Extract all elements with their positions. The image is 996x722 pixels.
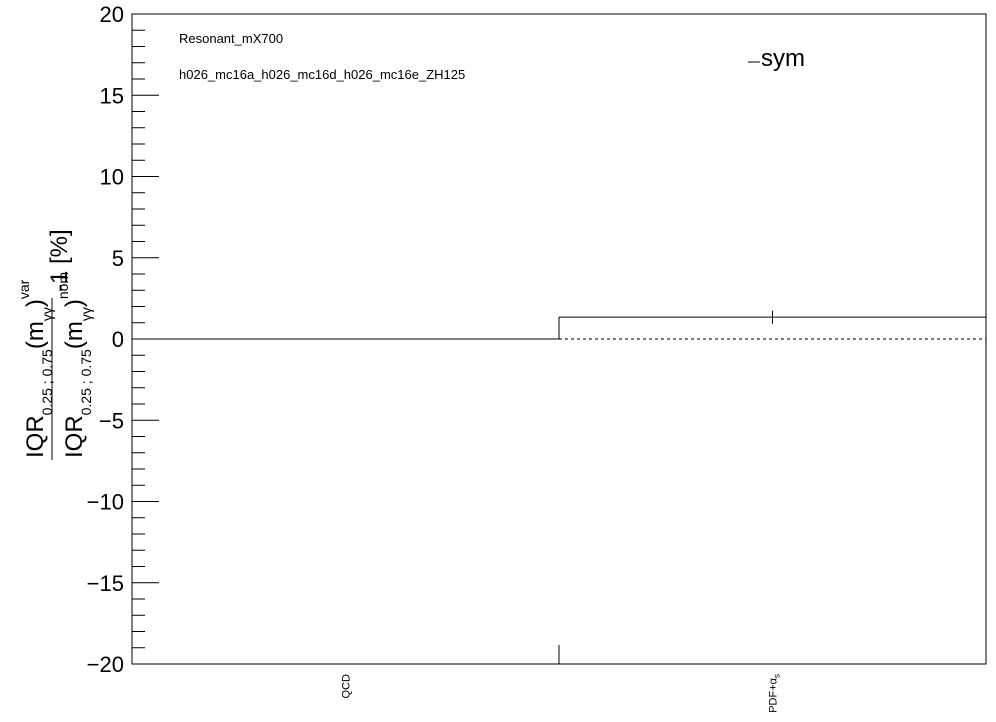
y-tick-label: −5 [99,408,124,433]
y-tick-label: 10 [100,165,124,190]
data-series [132,310,986,664]
y-tick-label: 0 [112,327,124,352]
annotation-sample: h026_mc16a_h026_mc16d_h026_mc16e_ZH125 [179,67,465,82]
legend-label: sym [761,45,805,72]
legend: sym [748,45,805,72]
y-tick-label: −15 [87,571,124,596]
y-title-numerator: IQR0.25 ; 0.75(mγγ)var [16,279,55,458]
y-tick-label: 15 [100,83,124,108]
x-axis: QCD PDF+αs [341,674,782,713]
y-tick-label: 20 [100,2,124,27]
y-title-denominator: IQR0.25 ; 0.75(mγγ)nom [55,272,94,458]
y-axis-title: IQR0.25 ; 0.75(mγγ)var IQR0.25 ; 0.75(mγ… [16,229,94,460]
annotation-region: Resonant_mX700 [179,31,283,46]
y-axis: −20 −15 −10 −5 0 5 10 15 20 [87,2,159,677]
y-tick-label: −20 [87,652,124,677]
y-tick-label: 5 [112,246,124,271]
y-tick-label: −10 [87,490,124,515]
x-tick-label: PDF+αs [768,674,782,713]
x-tick-label: QCD [341,674,353,699]
y-title-suffix: -1 [%] [46,229,73,292]
